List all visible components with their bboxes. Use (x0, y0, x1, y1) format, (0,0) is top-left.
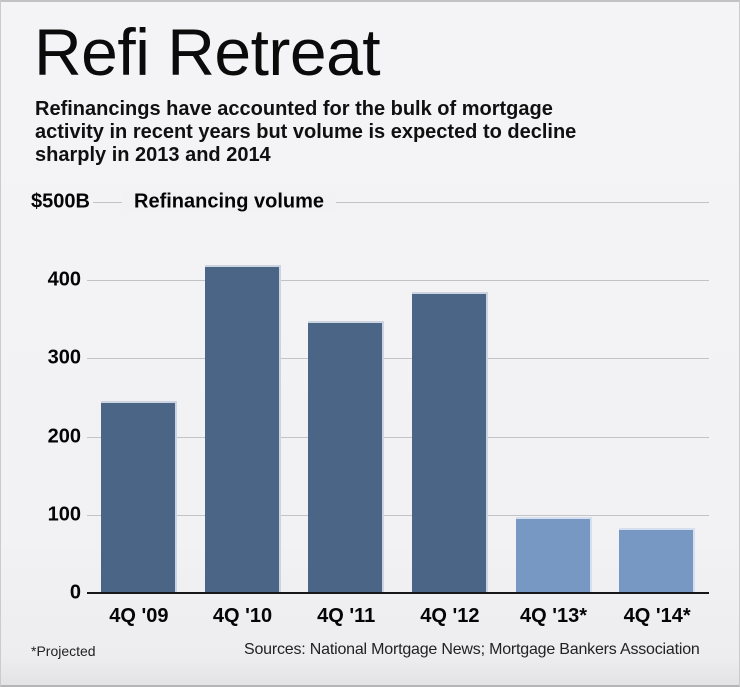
subtitle-line: activity in recent years but volume is e… (35, 121, 577, 143)
x-axis-label: 4Q '10 (212, 605, 273, 627)
y-tick-label: 300 (47, 346, 81, 369)
page-title: Refi Retreat (34, 15, 381, 89)
x-axis-label: 4Q '11 (317, 605, 376, 627)
bar-actual (204, 264, 281, 593)
y-tick-label: 400 (47, 268, 81, 291)
bar-actual (100, 401, 177, 593)
gridline (87, 280, 709, 282)
y-tick-label: 100 (47, 503, 81, 526)
bar-projected (515, 517, 592, 593)
subtitle-line: sharply in 2013 and 2014 (35, 144, 271, 166)
bar-actual (411, 291, 488, 593)
bar-actual (308, 320, 385, 593)
gridline (87, 358, 709, 360)
y-axis-top-label: $500B (31, 190, 90, 213)
subtitle-line: Refinancings have accounted for the bulk… (35, 98, 553, 120)
y-tick-label: 0 (69, 581, 81, 604)
x-axis-line (87, 592, 709, 594)
bar-projected (619, 528, 696, 593)
x-axis-label: 4Q '13* (519, 605, 587, 627)
series-legend-label: Refinancing volume (122, 190, 337, 214)
x-axis-label: 4Q '14* (623, 605, 691, 627)
y-tick-label: 200 (47, 425, 81, 448)
gridline (87, 436, 709, 438)
chart-subtitle: Refinancings have accounted for the bulk… (35, 98, 576, 167)
legend-rule (93, 202, 709, 203)
sources-credit: Sources: National Mortgage News; Mortgag… (244, 641, 700, 658)
projected-footnote: *Projected (31, 643, 96, 659)
x-axis-label: 4Q '09 (109, 605, 169, 627)
x-axis-label: 4Q '12 (420, 605, 480, 627)
gridline (87, 514, 709, 516)
